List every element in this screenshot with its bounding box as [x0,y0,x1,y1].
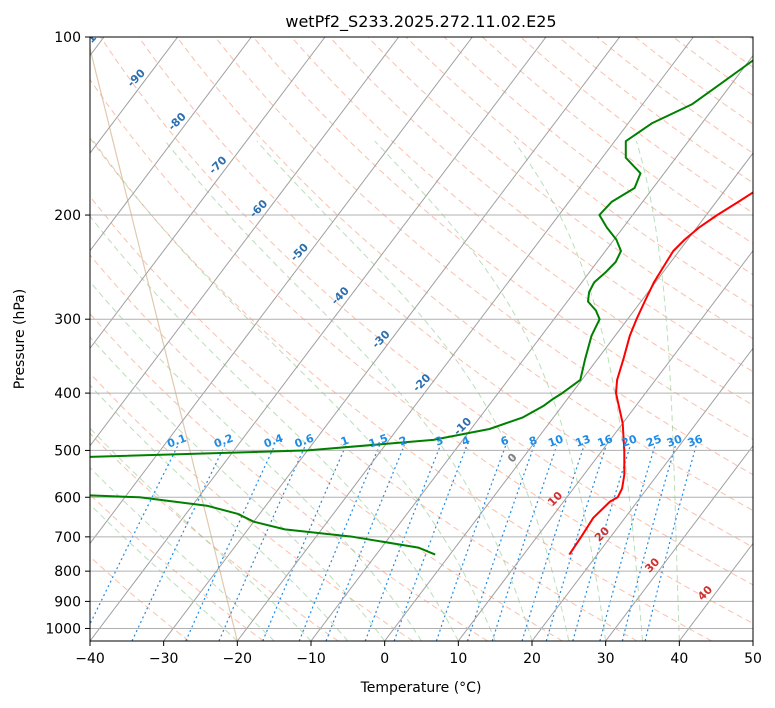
x-tick-label: 0 [380,651,389,667]
mixing-ratio-line [90,444,179,626]
mixing-ratio-label: 0.4 [262,432,285,451]
isotherm [90,37,400,447]
x-tick-label: 10 [449,651,467,667]
y-tick-label: 1000 [45,621,81,637]
y-tick-label: 300 [54,312,81,328]
mixing-ratio-label: 0.6 [293,432,316,451]
x-tick-label: −30 [149,651,179,667]
reference-curve [90,46,238,641]
chart-title: wetPf2_S233.2025.272.11.02.E25 [285,12,556,32]
dry-adiabat [176,37,753,512]
dry-adiabat [252,37,753,441]
mixing-ratio-label: 1.5 [367,432,390,451]
y-tick-label: 100 [54,30,81,46]
dry-adiabat [291,37,753,406]
x-tick-label: 50 [744,651,762,667]
mixing-ratio-line [298,444,381,641]
mixing-ratio-label: 16 [596,432,615,450]
y-tick-label: 800 [54,564,81,580]
temperature-profile-line [568,191,753,556]
isotherm [236,37,694,641]
mixing-ratio-label: 2 [397,434,409,449]
mixing-ratio-label: 4 [460,434,472,449]
x-axis-title: Temperature (°C) [360,680,482,696]
isotherm [752,640,753,641]
y-tick-label: 200 [54,208,81,224]
mixing-ratio-line [185,444,276,641]
mixing-ratio-label: 13 [574,432,593,449]
dewpoint-profile-line [90,59,753,556]
x-tick-label: −40 [75,651,105,667]
x-tick-label: 30 [597,651,615,667]
mixing-ratio-line [644,445,697,641]
dry-adiabat [90,372,414,641]
x-tick-label: −20 [223,651,253,667]
mixing-ratio-line [491,445,558,641]
isotherm [384,152,753,641]
isotherm [605,445,753,641]
mixing-ratio-label: 20 [620,432,639,450]
mixing-ratio-label: 3 [433,434,445,449]
plot-frame [89,36,754,642]
y-tick-label: 600 [54,490,81,506]
y-tick-label: 900 [54,594,81,610]
y-axis-title: Pressure (hPa) [12,289,28,389]
x-tick-label: −10 [296,651,326,667]
dry-adiabat [90,195,638,641]
dry-adiabat [405,37,753,307]
isotherm [90,37,326,350]
mixing-ratio-label: 1 [339,434,351,449]
mixing-ratio-label: 36 [686,432,705,450]
mixing-ratio-line [621,445,677,641]
isotherm [90,37,252,252]
mixing-ratio-line [364,444,442,641]
mixing-ratio-line [435,444,507,641]
dry-adiabat [214,37,753,476]
mixing-ratio-label: 10 [546,432,565,450]
isotherm [531,347,753,641]
x-tick-label: 40 [670,651,688,667]
y-tick-label: 700 [54,530,81,546]
mixing-ratio-line [599,445,656,641]
dry-adiabat [90,137,712,641]
isotherm [90,37,473,545]
isotherm [310,54,753,641]
mixing-ratio-label: 8 [527,434,539,449]
mixing-ratio-line [218,444,306,641]
y-tick-label: 400 [54,386,81,402]
mixing-ratio-label: 0.2 [212,432,235,451]
mixing-ratio-line [262,444,347,641]
mixing-ratio-label: 25 [644,432,663,449]
isotherm [457,249,753,641]
isotherm [163,37,621,641]
isotherm [90,37,179,154]
plot-background [90,37,753,641]
mixing-ratio-label: 30 [665,432,684,450]
y-tick-label: 500 [54,443,81,459]
mixing-ratio-line [325,444,405,641]
isotherm [90,37,547,641]
mixing-ratio-line [466,444,535,641]
x-tick-label: 20 [523,651,541,667]
mixing-ratio-line [131,444,226,641]
mixing-ratio-label: 6 [499,434,511,449]
mixing-ratio-label: 0.1 [165,432,188,451]
dry-adiabat [90,254,563,641]
